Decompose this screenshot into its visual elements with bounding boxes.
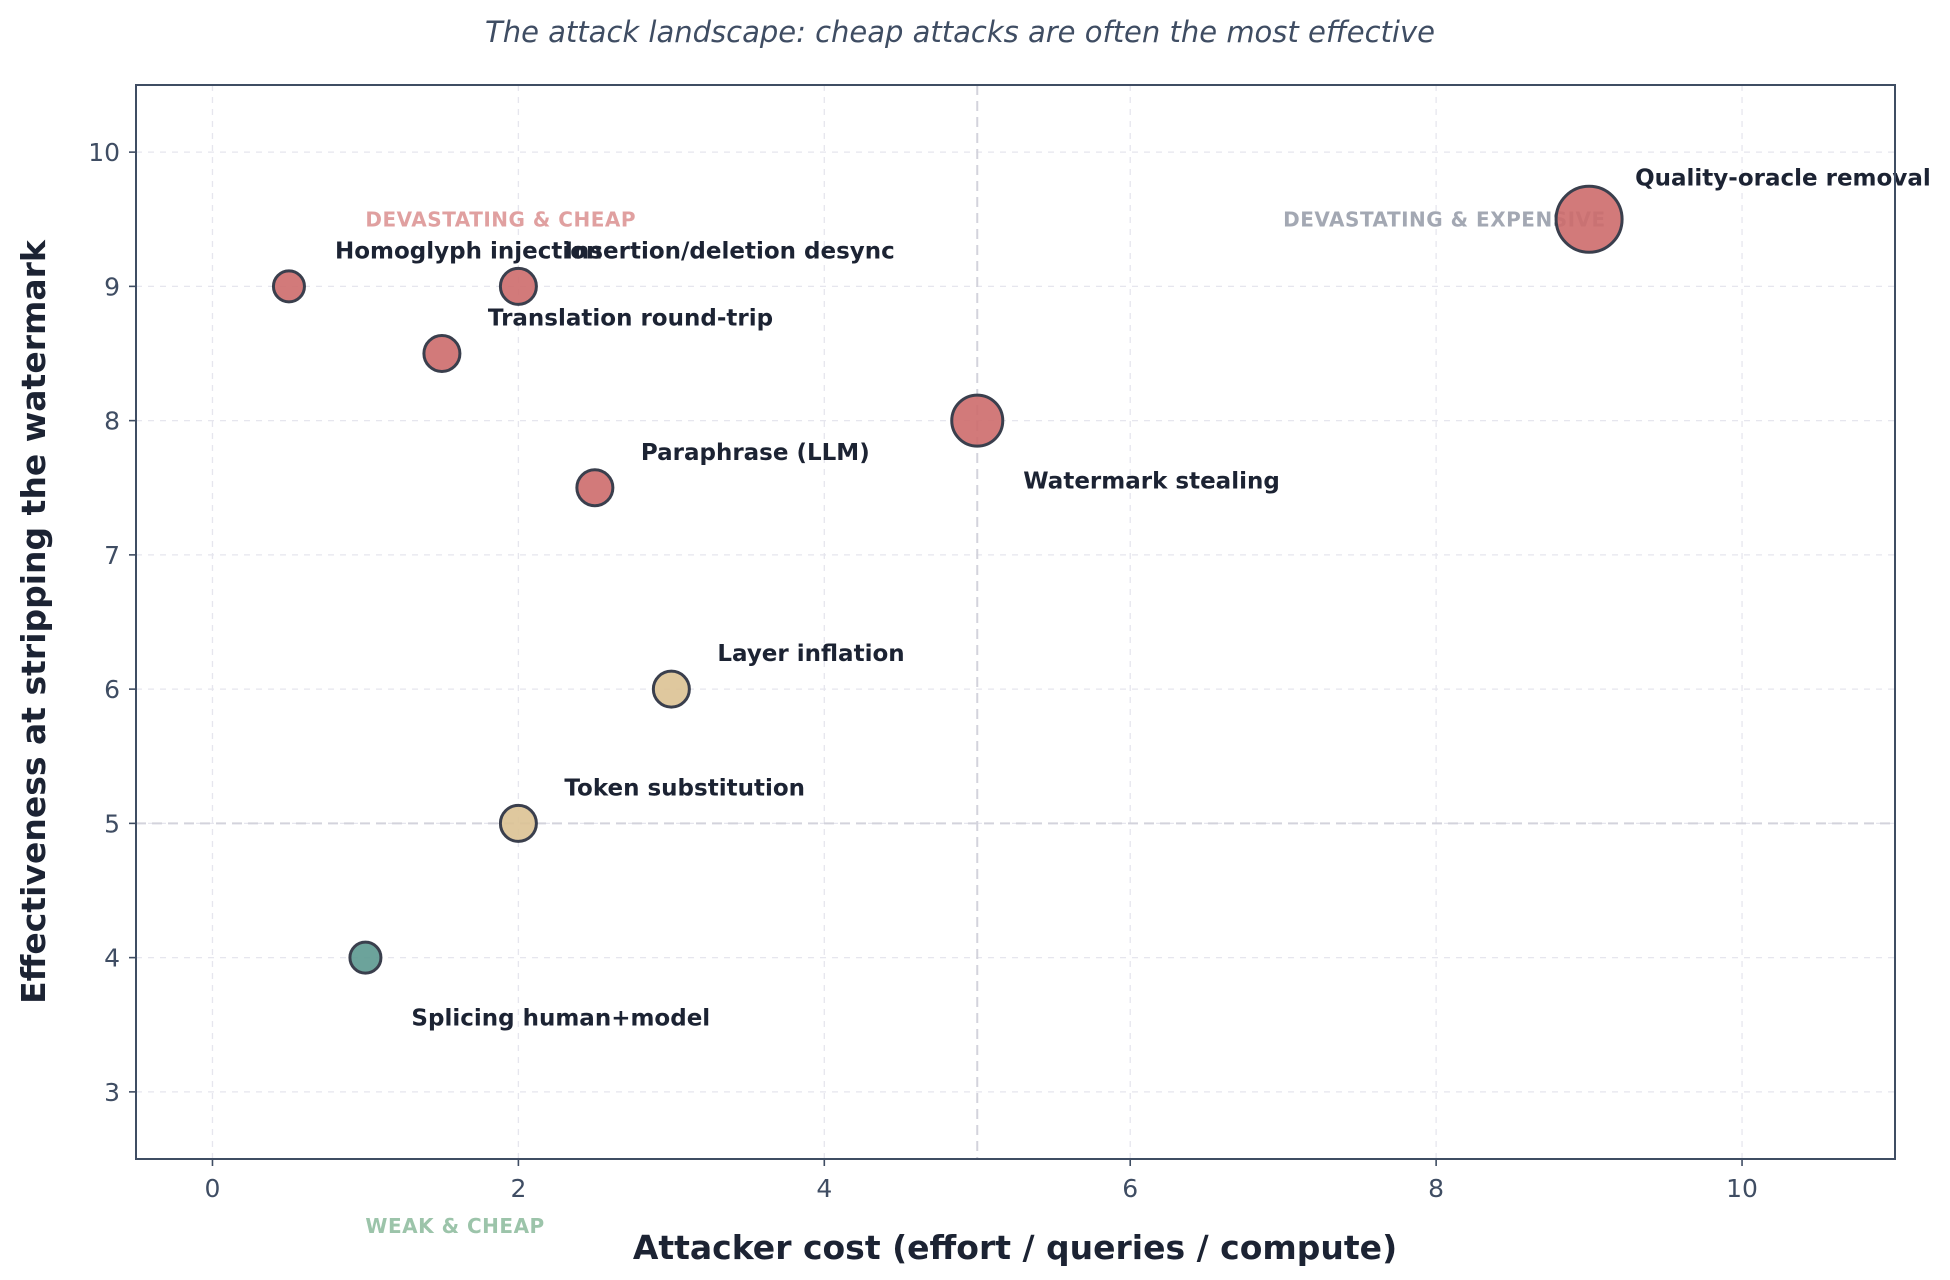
y-tick-label: 3	[104, 1078, 120, 1107]
x-tick-label: 0	[205, 1174, 221, 1203]
y-tick-label: 7	[104, 541, 120, 570]
axis-ticks: 0 2 4 6 8 10 3 4 5 6 7 8 9 10	[88, 138, 1758, 1203]
x-tick-label: 10	[1726, 1174, 1758, 1203]
point-label: Homoglyph injection	[335, 238, 602, 264]
data-point	[422, 334, 462, 373]
point-label: Insertion/deletion desync	[564, 238, 894, 264]
chart-title: The attack landscape: cheap attacks are …	[485, 15, 1435, 49]
data-point	[950, 393, 1005, 448]
y-tick-label: 8	[104, 407, 120, 436]
data-point	[498, 803, 538, 843]
point-label: Token substitution	[564, 775, 805, 801]
data-point	[271, 269, 306, 304]
data-points	[271, 184, 1624, 975]
x-tick-label: 8	[1428, 1174, 1444, 1203]
point-label: Watermark stealing	[1023, 469, 1280, 495]
point-label: Quality-oracle removal	[1635, 165, 1931, 191]
point-label: Paraphrase (LLM)	[641, 440, 870, 466]
plot-frame	[135, 84, 1896, 1160]
quadrant-label: DEVASTATING & CHEAP	[365, 207, 636, 231]
quadrant-label: WEAK & CHEAP	[365, 1214, 544, 1238]
point-label: Splicing human+model	[411, 1006, 710, 1032]
y-axis-label: Effectiveness at stripping the watermark	[14, 239, 53, 1004]
data-point	[651, 669, 691, 709]
data-point	[575, 468, 615, 508]
data-point	[498, 266, 538, 306]
point-label: Translation round-trip	[488, 306, 773, 332]
y-tick-label: 10	[88, 138, 120, 167]
y-tick-label: 4	[104, 944, 120, 973]
data-point	[1554, 184, 1624, 254]
y-tick-label: 9	[104, 272, 120, 301]
x-tick-label: 6	[1122, 1174, 1138, 1203]
quadrant-labels: DEVASTATING & CHEAP DEVASTATING & EXPENSI…	[365, 207, 1605, 1238]
y-tick-label: 6	[104, 675, 120, 704]
reference-lines	[136, 85, 1895, 1159]
x-axis-label: Attacker cost (effort / queries / comput…	[633, 1228, 1397, 1267]
x-tick-label: 2	[510, 1174, 526, 1203]
data-point	[348, 940, 383, 975]
point-label: Layer inflation	[717, 641, 904, 667]
quadrant-label: DEVASTATING & EXPENSIVE	[1283, 207, 1606, 231]
x-tick-label: 4	[816, 1174, 832, 1203]
y-tick-label: 5	[104, 809, 120, 838]
